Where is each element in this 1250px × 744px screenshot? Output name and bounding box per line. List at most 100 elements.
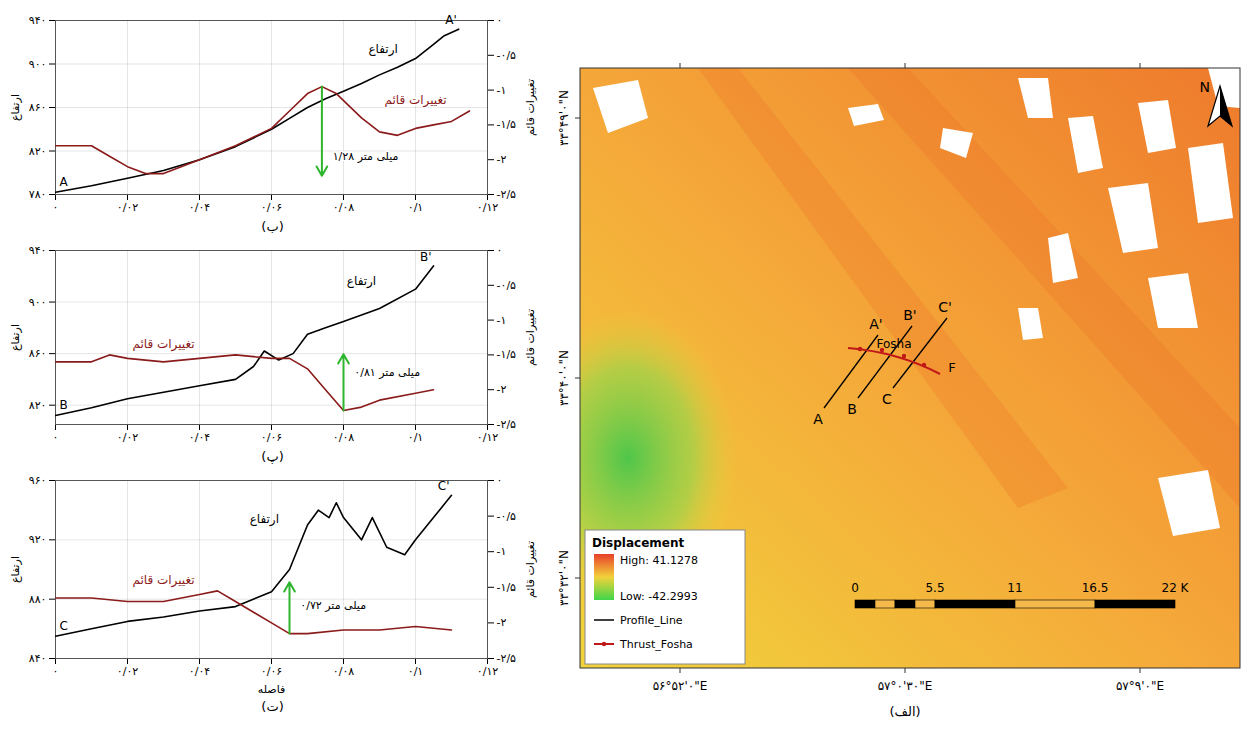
svg-text:0: 0 — [851, 581, 859, 595]
svg-text:-۱/۵: -۱/۵ — [497, 118, 517, 131]
svg-text:Thrust_Fosha: Thrust_Fosha — [619, 638, 693, 651]
svg-text:۰/۰۶: ۰/۰۶ — [261, 431, 282, 444]
svg-text:۳۳°۴۰'۰"N: ۳۳°۴۰'۰"N — [557, 350, 571, 406]
svg-text:فاصله: فاصله — [258, 683, 286, 696]
svg-text:تغییرات قائم: تغییرات قائم — [384, 93, 446, 108]
svg-text:-۰/۵: -۰/۵ — [497, 510, 517, 523]
svg-text:A: A — [60, 175, 69, 189]
svg-text:-۲: -۲ — [497, 383, 507, 396]
svg-text:Fosha: Fosha — [876, 337, 911, 351]
svg-text:۰/۰۲: ۰/۰۲ — [117, 665, 139, 678]
svg-text:تغییرات قائم: تغییرات قائم — [132, 337, 194, 352]
svg-text:-۲/۵: -۲/۵ — [497, 652, 517, 665]
svg-text:۰: ۰ — [53, 431, 59, 444]
svg-text:۵۷°۹'۰"E: ۵۷°۹'۰"E — [1116, 679, 1164, 693]
svg-text:۰: ۰ — [497, 14, 503, 27]
svg-text:A': A' — [445, 13, 457, 27]
svg-text:۰/۷۲ میلی متر: ۰/۷۲ میلی متر — [300, 599, 366, 612]
svg-text:B: B — [60, 398, 68, 412]
svg-text:۰/۱: ۰/۱ — [408, 201, 424, 214]
svg-text:۹۴۰: ۹۴۰ — [29, 244, 47, 257]
svg-text:ارتفاع: ارتفاع — [368, 42, 397, 57]
svg-text:N: N — [1200, 79, 1210, 95]
svg-text:C: C — [60, 619, 68, 633]
svg-text:۳۳°۳۲'۰"N: ۳۳°۳۲'۰"N — [557, 550, 571, 606]
svg-text:۹۰۰: ۹۰۰ — [29, 58, 47, 71]
svg-text:۰/۸۱ میلی متر: ۰/۸۱ میلی متر — [354, 366, 420, 379]
svg-text:ارتفاع: ارتفاع — [347, 274, 376, 289]
svg-text:۸۶۰: ۸۶۰ — [29, 101, 47, 114]
svg-text:-۱/۵: -۱/۵ — [497, 581, 517, 594]
svg-text:Profile_Line: Profile_Line — [620, 614, 683, 627]
svg-text:A: A — [813, 411, 823, 427]
svg-text:ارتفاع: ارتفاع — [9, 324, 22, 351]
svg-text:۰: ۰ — [53, 665, 59, 678]
svg-text:-۱: -۱ — [497, 545, 507, 558]
svg-text:-۰/۵: -۰/۵ — [497, 49, 517, 62]
svg-text:۰/۱۲: ۰/۱۲ — [477, 201, 499, 214]
svg-text:۰/۱: ۰/۱ — [408, 665, 424, 678]
svg-text:۹۴۰: ۹۴۰ — [29, 14, 47, 27]
svg-text:-۰/۵: -۰/۵ — [497, 279, 517, 292]
svg-text:تغییرات قائم: تغییرات قائم — [132, 573, 194, 588]
svg-text:5.5: 5.5 — [925, 581, 944, 595]
svg-text:F: F — [948, 360, 955, 375]
svg-text:۰/۰۴: ۰/۰۴ — [189, 201, 211, 214]
svg-text:Displacement: Displacement — [592, 536, 684, 550]
svg-text:۰/۰۸: ۰/۰۸ — [333, 431, 355, 444]
svg-text:-۱/۵: -۱/۵ — [497, 348, 517, 361]
svg-text:۱/۲۸ میلی متر: ۱/۲۸ میلی متر — [333, 150, 399, 163]
svg-text:۰/۱: ۰/۱ — [408, 431, 424, 444]
svg-text:B': B' — [420, 250, 432, 264]
svg-text:۰: ۰ — [497, 474, 503, 487]
svg-text:۸۸۰: ۸۸۰ — [29, 593, 47, 606]
svg-text:۳۳°۴۹'۰"N: ۳۳°۴۹'۰"N — [557, 90, 571, 146]
svg-text:۹۶۰: ۹۶۰ — [29, 474, 47, 487]
svg-text:۰/۰۸: ۰/۰۸ — [333, 201, 355, 214]
svg-text:۰/۰۸: ۰/۰۸ — [333, 665, 355, 678]
svg-text:۰/۰۴: ۰/۰۴ — [189, 431, 211, 444]
svg-text:High: 41.1278: High: 41.1278 — [620, 554, 698, 567]
svg-text:16.5: 16.5 — [1082, 581, 1109, 595]
svg-text:۰: ۰ — [53, 201, 59, 214]
svg-text:تغییرات قائم: تغییرات قائم — [524, 79, 537, 136]
svg-text:۰/۱۲: ۰/۱۲ — [477, 431, 499, 444]
svg-text:ارتفاع: ارتفاع — [9, 556, 22, 583]
svg-text:C': C' — [938, 299, 952, 315]
svg-text:۸۶۰: ۸۶۰ — [29, 347, 47, 360]
svg-text:تغییرات قائم: تغییرات قائم — [524, 309, 537, 366]
svg-text:B': B' — [903, 307, 916, 323]
svg-text:۰: ۰ — [497, 244, 503, 257]
svg-text:-۲: -۲ — [497, 616, 507, 629]
svg-text:۸۴۰: ۸۴۰ — [29, 652, 47, 665]
svg-text:۰/۰۶: ۰/۰۶ — [261, 201, 282, 214]
svg-text:Low: -42.2993: Low: -42.2993 — [620, 590, 698, 603]
svg-text:ارتفاع: ارتفاع — [250, 512, 279, 527]
svg-text:۰/۰۴: ۰/۰۴ — [189, 665, 211, 678]
svg-text:۸۲۰: ۸۲۰ — [29, 145, 47, 158]
svg-text:C': C' — [438, 479, 450, 493]
svg-text:۰/۰۲: ۰/۰۲ — [117, 201, 139, 214]
svg-text:(الف): (الف) — [889, 704, 920, 719]
svg-text:-۲: -۲ — [497, 153, 507, 166]
svg-text:۰/۰۲: ۰/۰۲ — [117, 431, 139, 444]
svg-text:C: C — [882, 391, 892, 407]
svg-text:-۲/۵: -۲/۵ — [497, 188, 517, 201]
svg-text:۰/۰۶: ۰/۰۶ — [261, 665, 282, 678]
svg-text:۵۶°۵۲'۰"E: ۵۶°۵۲'۰"E — [653, 679, 708, 693]
svg-text:B: B — [847, 401, 857, 417]
svg-text:-۲/۵: -۲/۵ — [497, 418, 517, 431]
svg-text:-۱: -۱ — [497, 84, 507, 97]
svg-text:ارتفاع: ارتفاع — [9, 94, 22, 121]
svg-text:22 K: 22 K — [1162, 581, 1190, 595]
svg-text:A': A' — [869, 316, 882, 332]
svg-text:۹۰۰: ۹۰۰ — [29, 296, 47, 309]
svg-text:۹۲۰: ۹۲۰ — [29, 533, 47, 546]
svg-text:تغییرات قائم: تغییرات قائم — [524, 541, 537, 598]
svg-text:۵۷°۰'۳۰"E: ۵۷°۰'۳۰"E — [878, 679, 933, 693]
svg-text:۷۸۰: ۷۸۰ — [29, 188, 47, 201]
svg-text:۰/۱۲: ۰/۱۲ — [477, 665, 499, 678]
svg-text:11: 11 — [1007, 581, 1022, 595]
svg-text:۸۲۰: ۸۲۰ — [29, 399, 47, 412]
svg-text:-۱: -۱ — [497, 314, 507, 327]
